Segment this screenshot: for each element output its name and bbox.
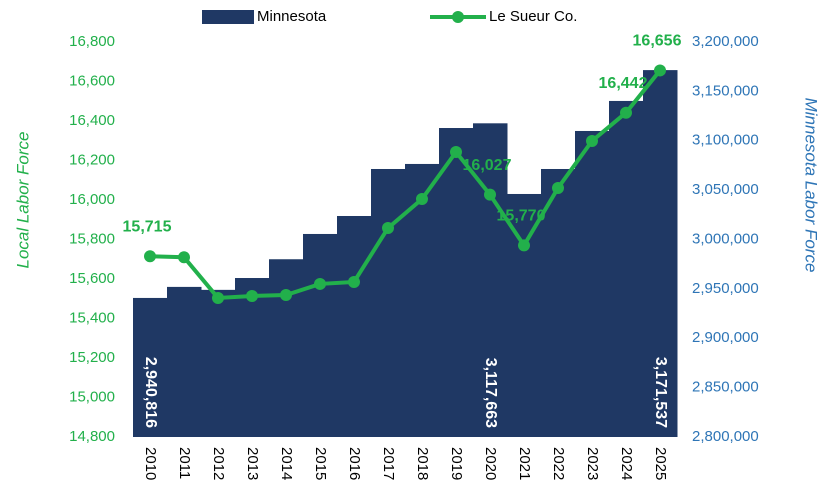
y2-tick-label: 2,800,000 [692, 428, 759, 445]
x-tick-label: 2010 [142, 447, 159, 480]
bar [439, 128, 474, 438]
line-point [484, 188, 496, 201]
bar [609, 100, 644, 438]
bar [575, 130, 610, 437]
bar [507, 193, 542, 437]
line-point [620, 106, 632, 119]
bar [235, 278, 270, 437]
y-axis-title: Local Labor Force [13, 131, 32, 268]
bar [643, 70, 678, 438]
bar [473, 123, 508, 437]
line-value-label: 15,770 [497, 208, 546, 225]
line-point [586, 134, 598, 147]
legend-marker [452, 11, 464, 23]
y-tick-label: 16,200 [69, 151, 115, 168]
y-tick-label: 16,400 [69, 112, 115, 129]
line-point [246, 289, 258, 302]
x-tick-label: 2014 [278, 447, 295, 480]
bar [541, 168, 576, 437]
y-tick-label: 15,400 [69, 309, 115, 326]
x-tick-label: 2024 [618, 447, 635, 480]
y2-tick-label: 2,850,000 [692, 379, 759, 396]
line-point [450, 146, 462, 159]
x-tick-label: 2025 [652, 447, 669, 480]
x-tick-label: 2015 [312, 447, 329, 480]
x-tick-label: 2012 [210, 447, 227, 480]
line-point [518, 239, 530, 252]
bar-value-label: 3,171,537 [652, 357, 669, 428]
line-point [552, 181, 564, 194]
y-tick-label: 15,200 [69, 349, 115, 366]
line-point [280, 288, 292, 301]
bar [337, 215, 372, 437]
line-point [144, 250, 156, 263]
y2-tick-label: 3,200,000 [692, 33, 759, 50]
bar [201, 289, 236, 437]
x-tick-label: 2016 [346, 447, 363, 480]
y2-tick-label: 2,900,000 [692, 329, 759, 346]
x-tick-label: 2017 [380, 447, 397, 480]
legend-swatch [202, 10, 254, 24]
bar [167, 286, 202, 437]
x-tick-label: 2020 [482, 447, 499, 480]
x-tick-label: 2023 [584, 447, 601, 480]
line-value-label: 15,715 [123, 219, 172, 236]
y2-tick-label: 3,000,000 [692, 230, 759, 247]
legend-label: Minnesota [257, 8, 327, 25]
y-tick-label: 16,800 [69, 33, 115, 50]
line-point [212, 291, 224, 304]
y-tick-label: 14,800 [69, 428, 115, 445]
line-point [654, 64, 666, 77]
y-tick-label: 15,600 [69, 270, 115, 287]
y-tick-label: 16,600 [69, 72, 115, 89]
x-tick-label: 2011 [176, 447, 193, 479]
line [149, 69, 662, 301]
bar-value-label: 3,117,663 [482, 358, 499, 428]
line-value-label: 16,656 [633, 33, 682, 50]
x-tick-label: 2021 [516, 447, 533, 480]
bar [371, 168, 406, 437]
bar [303, 233, 338, 437]
y-tick-label: 16,000 [69, 191, 115, 208]
line-point [178, 251, 190, 264]
line-value-label: 16,027 [463, 157, 512, 174]
line-point [348, 275, 360, 288]
bar [269, 259, 304, 437]
x-tick-label: 2013 [244, 447, 261, 480]
x-tick-label: 2018 [414, 447, 431, 480]
line-point [416, 193, 428, 206]
bar [133, 297, 168, 437]
bar-value-label: 2,940,816 [142, 357, 159, 428]
y2-axis-title: Minnesota Labor Force [802, 98, 821, 273]
line-point [314, 277, 326, 290]
x-tick-label: 2022 [550, 447, 567, 480]
x-tick-label: 2019 [448, 447, 465, 480]
legend-label: Le Sueur Co. [489, 8, 577, 25]
y2-tick-label: 3,150,000 [692, 82, 759, 99]
line-value-label: 16,442 [599, 75, 648, 92]
line-point [382, 222, 394, 235]
y-tick-label: 15,800 [69, 230, 115, 247]
y2-tick-label: 2,950,000 [692, 280, 759, 297]
y2-tick-label: 3,100,000 [692, 132, 759, 149]
y2-tick-label: 3,050,000 [692, 181, 759, 198]
y-tick-label: 15,000 [69, 388, 115, 405]
